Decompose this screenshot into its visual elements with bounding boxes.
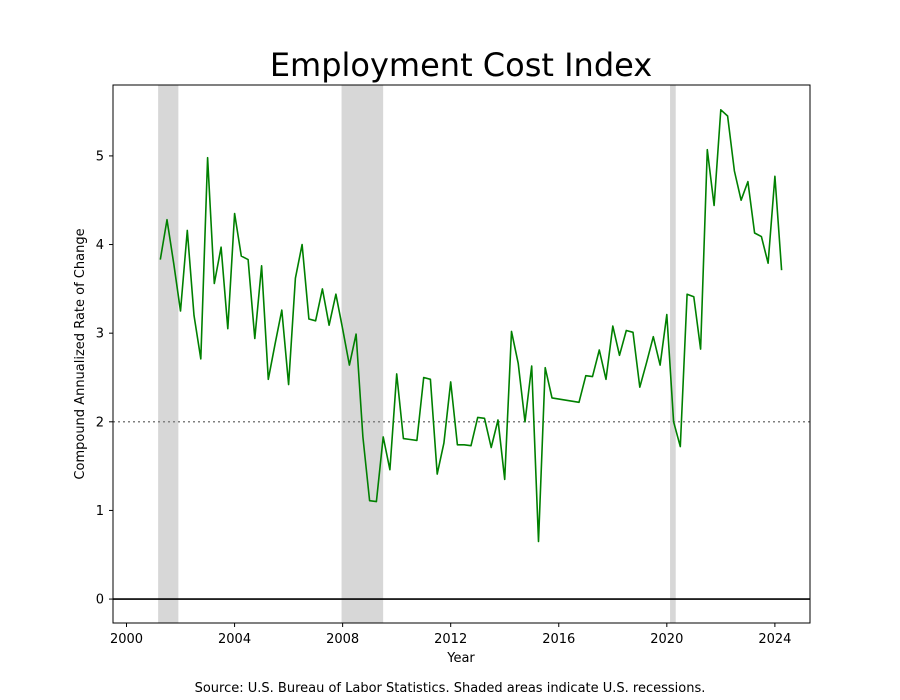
y-tick-label: 5 xyxy=(96,149,104,164)
y-tick-label: 2 xyxy=(96,415,104,430)
x-tick-label: 2020 xyxy=(650,632,683,647)
recession-band-1 xyxy=(341,85,384,623)
y-tick-label: 1 xyxy=(96,504,104,519)
plot-frame xyxy=(112,84,811,624)
x-tick-label: 2012 xyxy=(434,632,467,647)
chart-title: Employment Cost Index xyxy=(270,46,652,84)
recession-band-0 xyxy=(158,85,179,623)
y-axis-ticks: 0 1 2 3 4 5 xyxy=(96,149,113,608)
recession-bands xyxy=(158,85,676,623)
y-tick-label: 0 xyxy=(96,593,104,608)
series-line-0 xyxy=(159,109,783,543)
y-axis-label: Compound Annualized Rate of Change xyxy=(73,228,88,479)
x-tick-label: 2004 xyxy=(218,632,251,647)
x-tick-label: 2000 xyxy=(110,632,143,647)
x-axis-ticks: 2000 2004 2008 2012 2016 2020 2024 xyxy=(110,623,791,647)
recession-band-2 xyxy=(670,85,676,623)
y-tick-label: 4 xyxy=(96,238,104,253)
x-tick-label: 2016 xyxy=(542,632,575,647)
x-tick-label: 2008 xyxy=(326,632,359,647)
x-tick-label: 2024 xyxy=(758,632,791,647)
x-axis-label: Year xyxy=(446,651,475,666)
series-layer xyxy=(159,109,783,543)
y-tick-label: 3 xyxy=(96,327,104,342)
source-caption: Source: U.S. Bureau of Labor Statistics.… xyxy=(195,681,706,696)
reference-lines xyxy=(113,421,810,600)
